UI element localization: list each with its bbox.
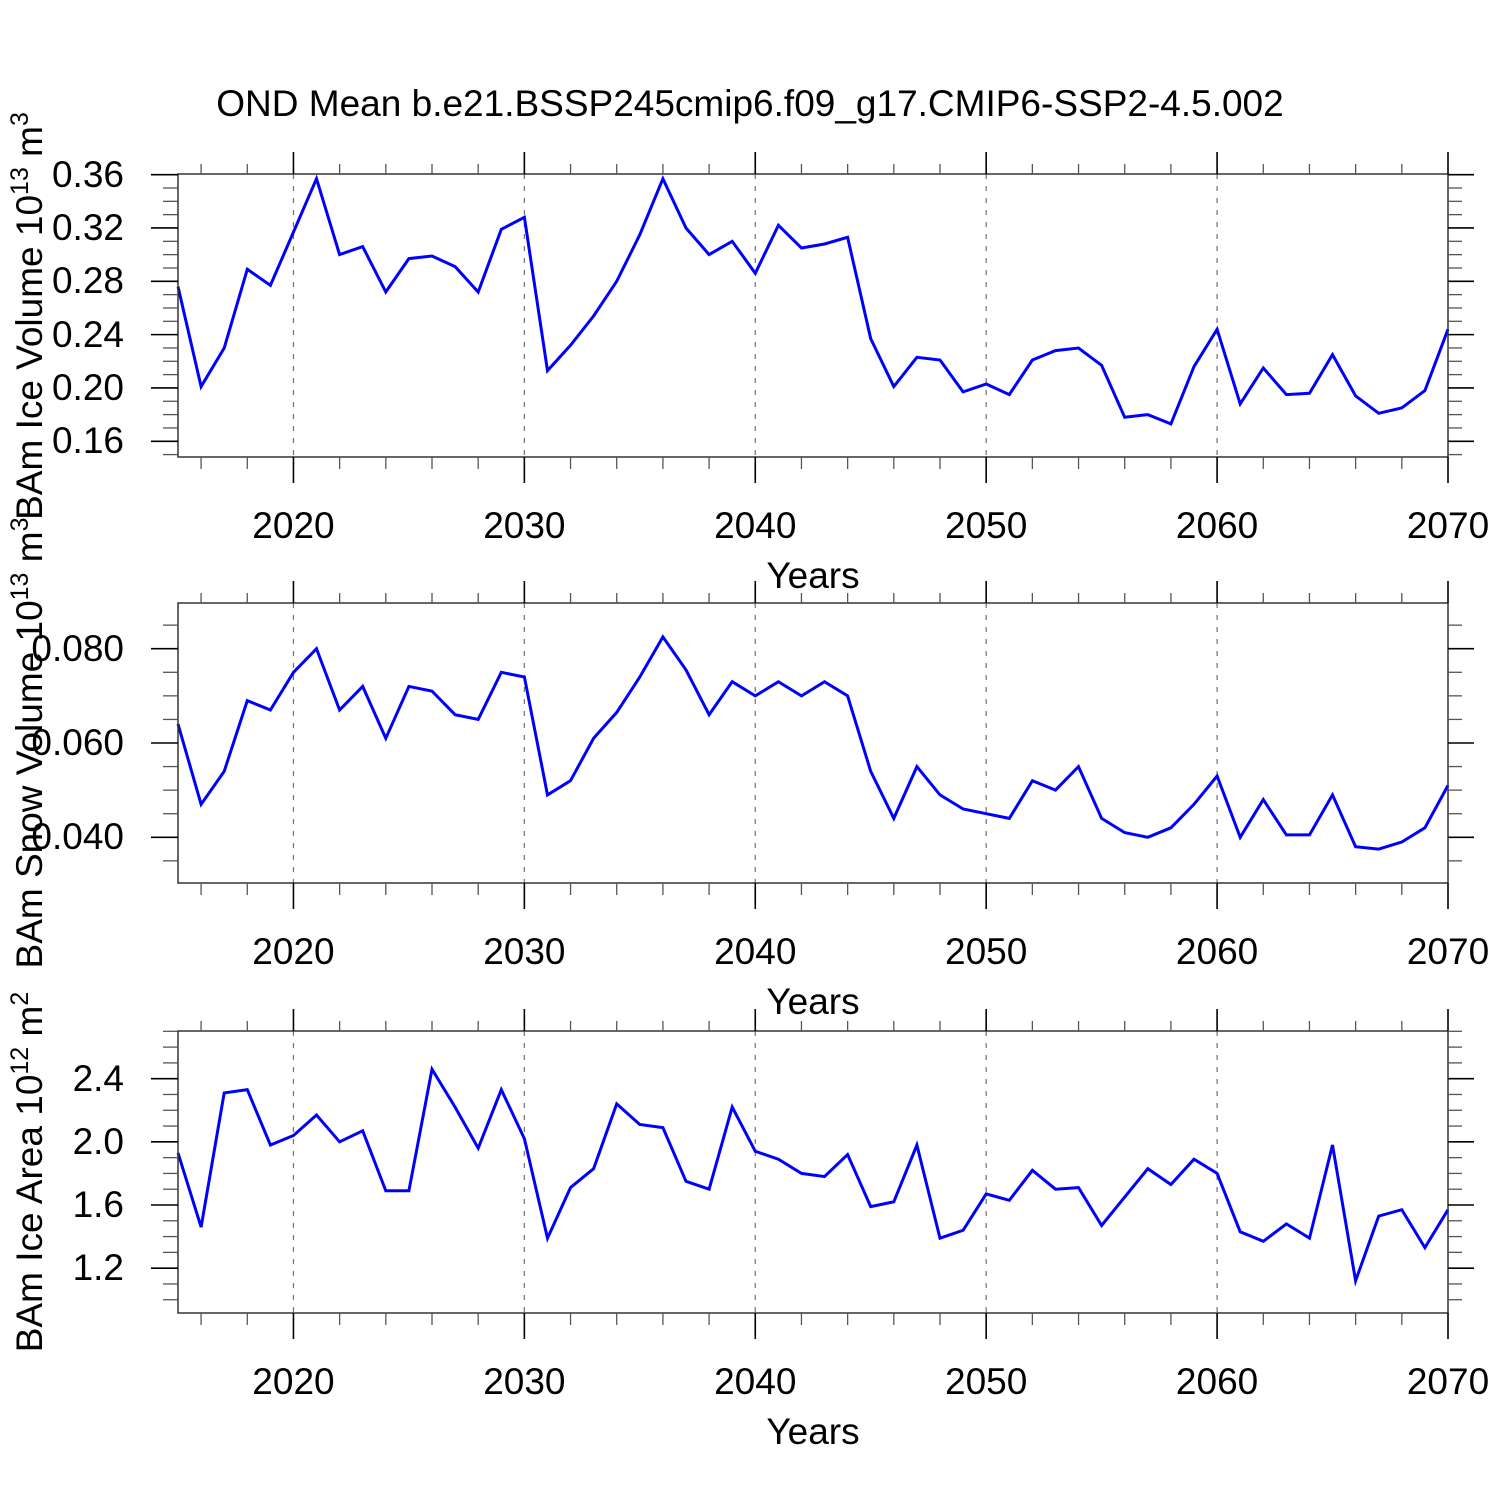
y-axis-title-superscript: 12: [6, 1046, 34, 1075]
y-tick-label: 2.4: [72, 1057, 124, 1099]
x-tick-label: 2060: [1175, 505, 1259, 546]
x-tick-label: 2040: [714, 931, 797, 972]
y-axis-title-superscript: 13: [6, 166, 34, 195]
panel-frame: [177, 1030, 1449, 1314]
y-axis-title-text: BAm Ice Area 10: [9, 1074, 50, 1353]
y-axis-title-text: m: [9, 125, 50, 167]
y-axis-title-text: m: [9, 531, 50, 573]
series-line-bam-ice-volume: [176, 174, 1450, 426]
y-tick-label: 0.20: [51, 366, 124, 408]
y-axis-title: BAm Ice Area 1012 m2: [6, 872, 53, 1472]
series-line-bam-ice-area: [176, 1065, 1450, 1287]
x-tick-label: 2020: [252, 505, 335, 546]
series-line-bam-snow-volume: [176, 634, 1450, 851]
x-tick-label: 2030: [483, 931, 566, 972]
x-tick-label: 2070: [1406, 931, 1490, 972]
y-tick-label: 0.16: [51, 420, 124, 462]
y-tick-label: 0.080: [31, 627, 124, 669]
x-tick-label: 2020: [252, 1361, 335, 1402]
panel-frame: [177, 602, 1449, 884]
x-tick-label: 2020: [252, 931, 335, 972]
x-tick-label: 2030: [483, 1361, 566, 1402]
y-tick-label: 1.6: [72, 1184, 124, 1225]
x-tick-label: 2060: [1175, 931, 1259, 972]
x-axis-title: Years: [766, 1411, 860, 1452]
y-axis-title-superscript: 13: [6, 572, 34, 601]
y-axis-title-superscript: 3: [6, 111, 34, 126]
x-axis-title: Years: [766, 555, 860, 596]
y-axis-title-superscript: 3: [6, 517, 34, 532]
y-tick-label: 0.040: [31, 816, 124, 858]
panel-frame: [177, 173, 1449, 458]
y-axis-title-text: m: [9, 1005, 50, 1047]
y-tick-label: 0.28: [51, 260, 124, 302]
x-tick-label: 2050: [945, 1361, 1028, 1402]
x-tick-label: 2070: [1406, 505, 1490, 546]
x-tick-label: 2070: [1406, 1361, 1490, 1402]
y-tick-label: 1.2: [72, 1247, 124, 1289]
x-axis-title: Years: [766, 981, 860, 1022]
x-tick-label: 2050: [945, 931, 1028, 972]
x-tick-label: 2040: [714, 505, 797, 546]
y-tick-label: 0.32: [51, 206, 124, 248]
y-axis-title-superscript: 2: [6, 991, 34, 1006]
y-tick-label: 0.36: [51, 153, 124, 195]
y-tick-label: 2.0: [72, 1120, 124, 1162]
x-tick-label: 2050: [945, 505, 1028, 546]
x-tick-label: 2060: [1175, 1361, 1259, 1402]
x-tick-label: 2040: [714, 1361, 797, 1402]
x-tick-label: 2030: [483, 505, 566, 546]
y-tick-label: 0.060: [31, 722, 124, 763]
chart-title: OND Mean b.e21.BSSP245cmip6.f09_g17.CMIP…: [216, 83, 1284, 124]
y-tick-label: 0.24: [51, 313, 124, 355]
